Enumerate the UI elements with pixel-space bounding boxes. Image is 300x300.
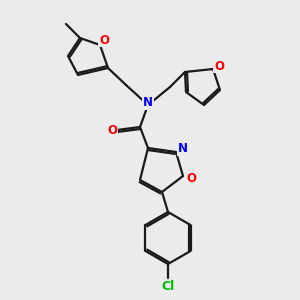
Text: O: O [186, 172, 196, 184]
Text: O: O [99, 34, 109, 46]
Text: O: O [214, 59, 224, 73]
Text: Cl: Cl [161, 280, 175, 292]
Text: N: N [143, 97, 153, 110]
Text: N: N [178, 142, 188, 155]
Text: O: O [107, 124, 117, 136]
